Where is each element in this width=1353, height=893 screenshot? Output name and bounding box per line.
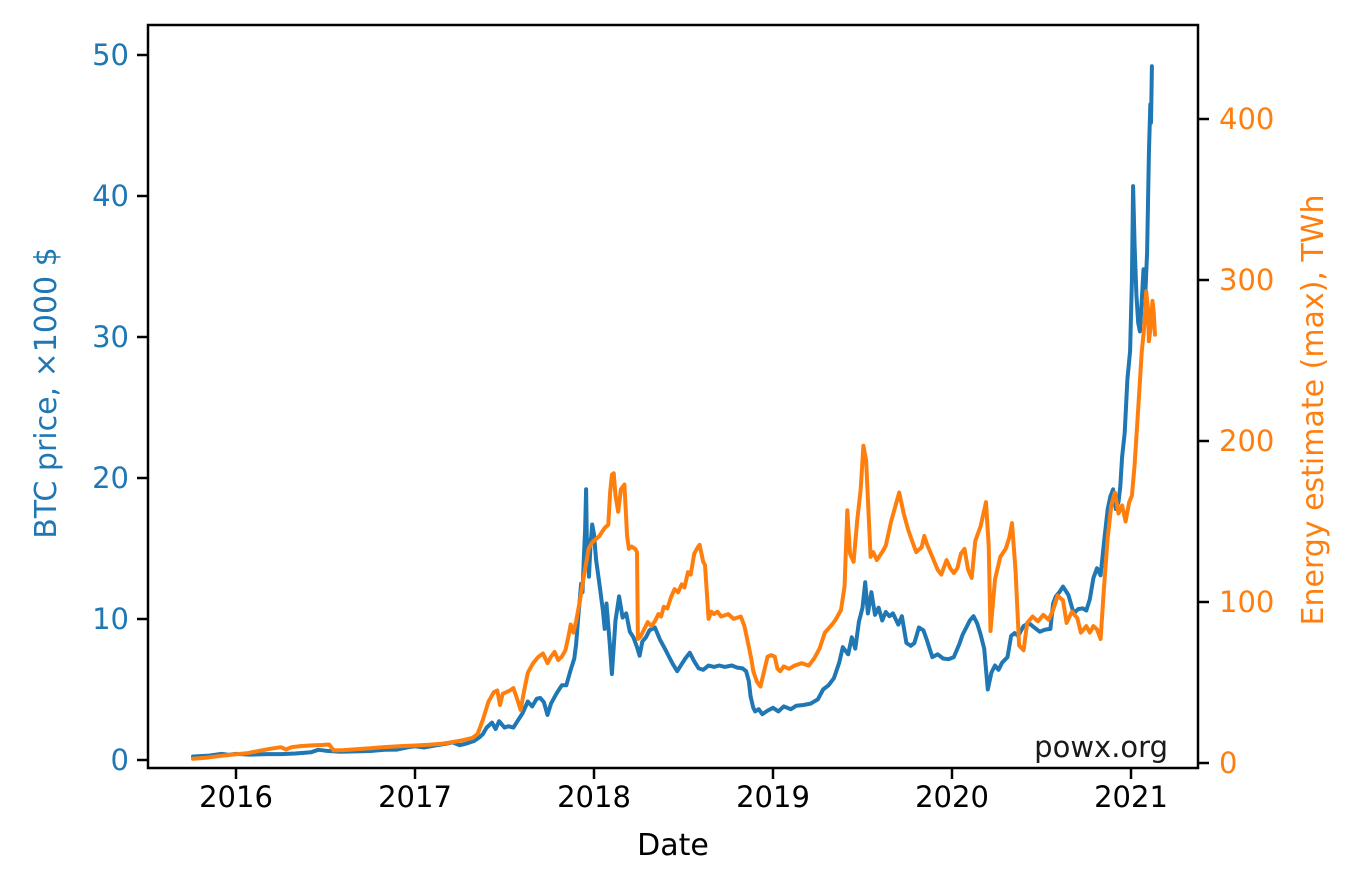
x-tick-label-2020: 2020	[915, 780, 989, 814]
y-right-tick-label-400: 400	[1219, 102, 1274, 136]
x-tick-label-2018: 2018	[557, 780, 631, 814]
x-axis-label: Date	[637, 828, 709, 863]
y-left-tick-label-50: 50	[92, 38, 129, 72]
y-right-tick-label-0: 0	[1219, 746, 1237, 780]
y-axis-right-ticks: 0 100 200 300 400	[1198, 102, 1274, 780]
x-tick-label-2017: 2017	[378, 780, 452, 814]
y-left-tick-label-10: 10	[92, 602, 129, 636]
watermark-text: powx.org	[1034, 730, 1168, 764]
y-axis-label-left: BTC price, ×1000 $	[29, 247, 64, 538]
y-right-tick-label-100: 100	[1219, 585, 1274, 619]
y-right-tick-label-200: 200	[1219, 424, 1274, 458]
x-tick-label-2016: 2016	[199, 780, 273, 814]
y-left-tick-label-0: 0	[111, 743, 129, 777]
y-right-tick-label-300: 300	[1219, 263, 1274, 297]
x-tick-label-2019: 2019	[736, 780, 810, 814]
x-axis-ticks: 2016 2017 2018 2019 2020 2021	[199, 768, 1168, 814]
y-axis-left-ticks: 0 10 20 30 40 50	[92, 38, 148, 777]
y-axis-label-right: Energy estimate (max), TWh	[1296, 195, 1331, 626]
x-tick-label-2021: 2021	[1094, 780, 1168, 814]
data-series	[191, 64, 1157, 761]
btc-price-line	[191, 64, 1154, 759]
y-left-tick-label-20: 20	[92, 461, 129, 495]
plot-border	[146, 23, 1200, 770]
energy-estimate-line	[191, 289, 1157, 761]
y-left-tick-label-30: 30	[92, 320, 129, 354]
y-left-tick-label-40: 40	[92, 179, 129, 213]
